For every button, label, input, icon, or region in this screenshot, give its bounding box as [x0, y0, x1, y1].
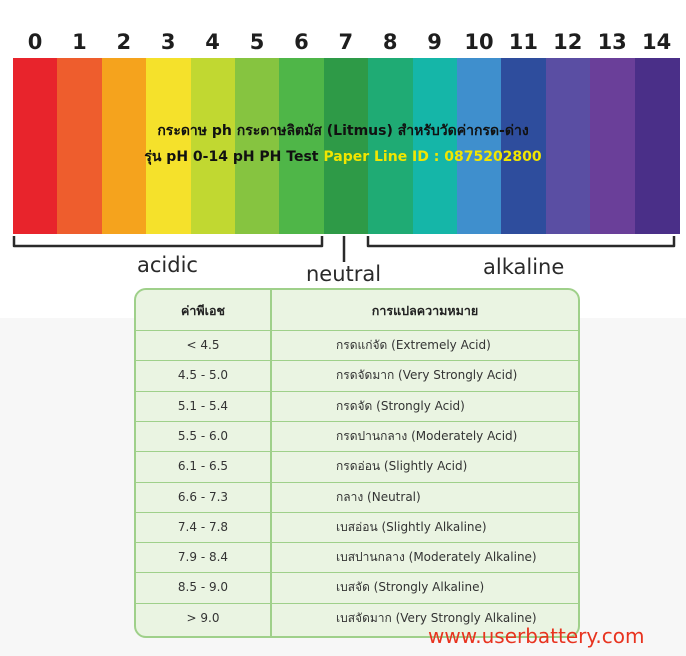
ph-range-cell: 5.5 - 6.0 — [177, 428, 229, 443]
row-divider — [136, 481, 578, 483]
ph-color-2 — [101, 58, 147, 234]
row-divider — [136, 602, 578, 604]
header-ph-value: ค่าพีเอช — [181, 303, 225, 318]
ph-number-11: 11 — [508, 30, 538, 54]
ph-range-cell: 6.1 - 6.5 — [177, 459, 229, 474]
title-line-2-contact: Paper Line ID : 0875202800 — [323, 149, 542, 165]
row-divider — [136, 542, 578, 544]
row-divider — [136, 330, 578, 331]
ph-number-4: 4 — [205, 30, 220, 54]
ph-color-13 — [590, 58, 636, 234]
ph-color-10 — [457, 58, 502, 234]
ph-color-14 — [634, 58, 680, 234]
ph-number-6: 6 — [294, 30, 309, 54]
meaning-cell: กรดอ่อน (Slightly Acid) — [336, 459, 468, 474]
table-header: ค่าพีเอช การแปลความหมาย — [136, 290, 578, 330]
title-line-2: รุ่น pH 0-14 pH PH Test Paper Line ID : … — [0, 144, 686, 170]
ph-number-8: 8 — [382, 30, 398, 54]
table-row: 6.6 - 7.3 กลาง (Neutral) — [136, 482, 578, 512]
ph-range-cell: 4.5 - 5.0 — [177, 368, 229, 383]
row-divider — [136, 511, 578, 513]
ph-color-3 — [146, 58, 192, 234]
ph-number-12: 12 — [553, 30, 583, 54]
ph-color-6 — [279, 58, 325, 234]
website-watermark: www.userbattery.com — [428, 624, 645, 648]
meaning-cell: กลาง (Neutral) — [336, 489, 421, 504]
column-divider — [270, 290, 272, 636]
ph-color-1 — [57, 58, 103, 234]
meaning-cell: เบสอ่อน (Slightly Alkaline) — [336, 519, 487, 534]
ph-number-1: 1 — [72, 30, 87, 54]
header-meaning: การแปลความหมาย — [371, 303, 479, 318]
alkaline-label: alkaline — [483, 255, 565, 279]
title-line-2-prefix: รุ่น pH 0-14 pH PH Test — [144, 149, 319, 165]
ph-color-0 — [13, 58, 58, 234]
ph-number-7: 7 — [338, 30, 354, 54]
ph-range-cell: 7.9 - 8.4 — [177, 550, 229, 565]
table-row: 7.9 - 8.4 เบสปานกลาง (Moderately Alkaline… — [136, 542, 578, 572]
table-row: 4.5 - 5.0 กรดจัดมาก (Very Strongly Acid) — [136, 360, 578, 390]
ph-number-3: 3 — [160, 30, 176, 54]
ph-range-cell: 8.5 - 9.0 — [177, 580, 229, 595]
acidic-label: acidic — [137, 253, 198, 277]
ph-color-12 — [545, 58, 591, 234]
title-line-1: กระดาษ ph กระดาษลิตมัส (Litmus) สำหรับวั… — [157, 123, 529, 139]
ph-color-5 — [235, 58, 280, 234]
meaning-cell: กรดจัดมาก (Very Strongly Acid) — [336, 368, 518, 383]
meaning-cell: เบสจัด (Strongly Alkaline) — [336, 580, 485, 595]
table-row: < 4.5 กรดแก่จัด (Extremely Acid) — [136, 330, 578, 360]
ph-range-cell: > 9.0 — [186, 610, 220, 625]
row-divider — [136, 451, 578, 453]
range-braces — [12, 236, 676, 262]
ph-color-8 — [368, 58, 414, 234]
table-row: 5.1 - 5.4 กรดจัด (Strongly Acid) — [136, 391, 578, 421]
ph-number-5: 5 — [249, 30, 265, 54]
meaning-cell: เบสปานกลาง (Moderately Alkaline) — [336, 550, 537, 565]
ph-number-2: 2 — [116, 30, 132, 54]
table-row: > 9.0 เบสจัดมาก (Very Strongly Alkaline) — [136, 603, 578, 633]
ph-color-7 — [323, 58, 369, 234]
ph-range-cell: < 4.5 — [186, 338, 220, 352]
table-row: 5.5 - 6.0 กรดปานกลาง (Moderately Acid) — [136, 421, 578, 451]
ph-number-0: 0 — [27, 30, 43, 54]
meaning-cell: เบสจัดมาก (Very Strongly Alkaline) — [336, 610, 537, 625]
meaning-cell: กรดจัด (Strongly Acid) — [336, 398, 465, 413]
meaning-cell: กรดแก่จัด (Extremely Acid) — [336, 338, 491, 352]
ph-range-cell: 5.1 - 5.4 — [177, 398, 229, 413]
acidic-brace — [12, 236, 324, 248]
ph-number-13: 13 — [597, 30, 627, 54]
ph-range-cell: 6.6 - 7.3 — [177, 489, 229, 504]
ph-number-10: 10 — [464, 30, 494, 54]
table-row: 8.5 - 9.0 เบสจัด (Strongly Alkaline) — [136, 572, 578, 602]
ph-color-4 — [190, 58, 236, 234]
meaning-cell: กรดปานกลาง (Moderately Acid) — [336, 428, 518, 443]
ph-number-14: 14 — [641, 30, 672, 54]
ph-range-cell: 7.4 - 7.8 — [177, 519, 229, 534]
ph-color-11 — [501, 58, 547, 234]
row-divider — [136, 420, 578, 422]
ph-interpretation-table: ค่าพีเอช การแปลความหมาย < 4.5 กรดแก่จัด (… — [134, 288, 580, 638]
row-divider — [136, 360, 578, 362]
ph-color-9 — [412, 58, 458, 234]
ph-color-scale: 0 1 2 3 4 5 6 7 8 9 10 11 12 13 14 — [0, 0, 686, 300]
title-overlay: กระดาษ ph กระดาษลิตมัส (Litmus) สำหรับวั… — [0, 118, 686, 170]
row-divider — [136, 390, 578, 392]
table-row: 7.4 - 7.8 เบสอ่อน (Slightly Alkaline) — [136, 512, 578, 542]
neutral-label: neutral — [306, 262, 382, 286]
row-divider — [136, 572, 578, 574]
ph-number-9: 9 — [427, 30, 442, 54]
alkaline-brace — [366, 236, 676, 248]
table-row: 6.1 - 6.5 กรดอ่อน (Slightly Acid) — [136, 451, 578, 481]
